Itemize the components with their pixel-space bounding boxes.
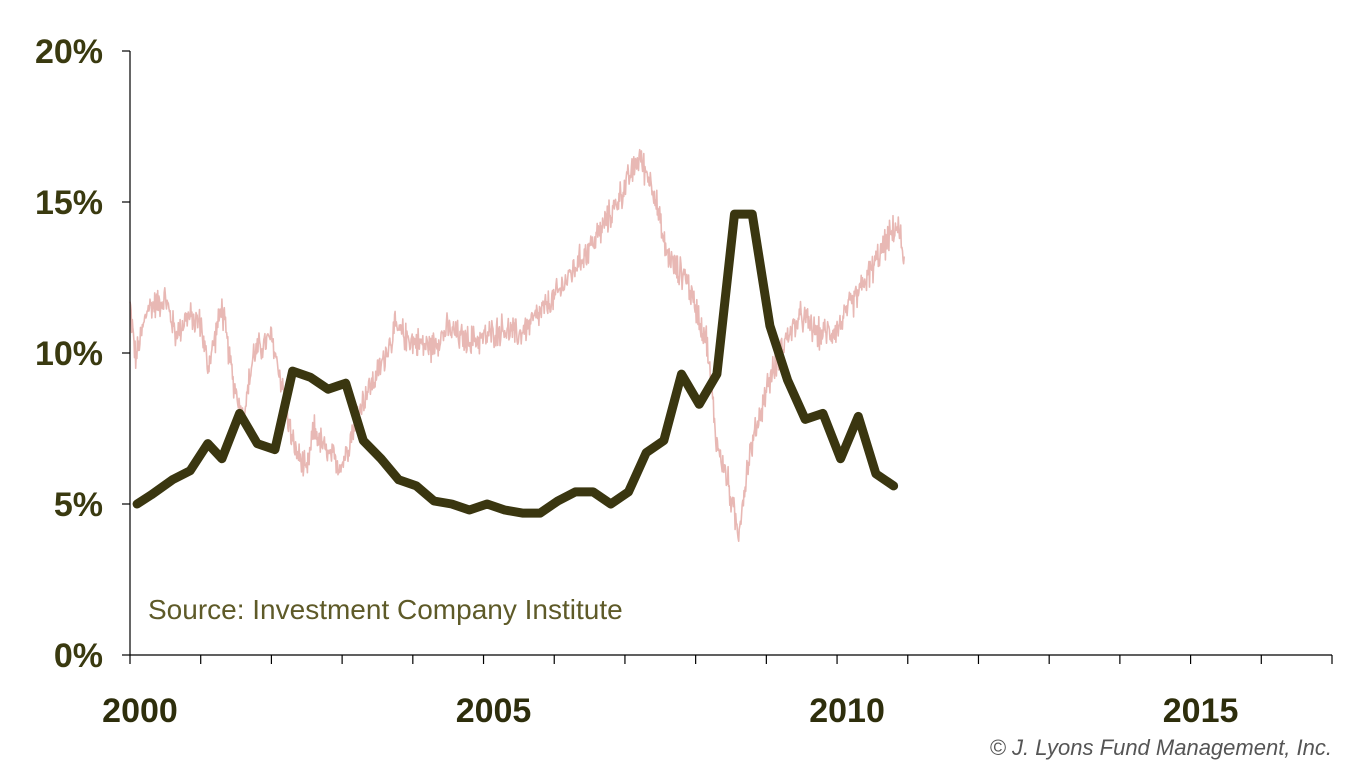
series-point	[645, 451, 648, 454]
y-tick-label: 20%	[35, 33, 103, 71]
series-point	[450, 503, 453, 505]
series-point	[768, 324, 771, 327]
series-point	[680, 373, 683, 376]
series-point	[839, 457, 842, 460]
series-point	[309, 376, 312, 379]
series-point	[220, 457, 223, 460]
y-tick-label: 10%	[35, 335, 103, 373]
series-point	[486, 503, 489, 505]
series-point	[273, 448, 276, 451]
series-point	[627, 490, 630, 493]
series-line-background	[129, 148, 905, 543]
series-point	[397, 478, 400, 481]
series-point	[733, 213, 736, 216]
series-point	[171, 478, 174, 481]
series-point	[150, 493, 153, 496]
series-point	[539, 512, 542, 515]
source-annotation: Source: Investment Company Institute	[148, 594, 623, 625]
x-tick-label: 2015	[1163, 692, 1239, 730]
x-tick-label: 2010	[809, 692, 885, 730]
series-point	[556, 500, 559, 502]
series-point	[238, 412, 241, 415]
series-point	[892, 484, 895, 487]
series-point	[574, 490, 577, 493]
y-tick-label: 15%	[35, 184, 103, 222]
y-tick-label: 5%	[54, 486, 103, 524]
series-point	[751, 213, 754, 216]
series-point	[468, 509, 471, 511]
series-point	[327, 388, 329, 391]
series-point	[698, 403, 701, 406]
copyright-notice: © J. Lyons Fund Management, Inc.	[990, 735, 1332, 760]
series-point	[256, 442, 259, 445]
series-point	[415, 484, 418, 487]
series-point	[874, 472, 877, 475]
series-point	[136, 503, 139, 505]
series-layer	[129, 148, 905, 543]
ticks	[122, 50, 1333, 664]
x-tick-label: 2000	[102, 692, 178, 730]
series-line-main	[132, 209, 899, 518]
series-point	[291, 370, 294, 373]
series-point	[857, 415, 860, 418]
series-point	[804, 418, 807, 421]
series-point	[609, 503, 612, 505]
series-point	[786, 379, 789, 382]
series-point	[503, 509, 506, 511]
x-tick-label: 2005	[456, 692, 532, 730]
y-tick-label: 0%	[54, 637, 103, 675]
series-point	[206, 442, 209, 445]
series-point	[662, 439, 665, 442]
series-point	[189, 469, 192, 472]
tick-labels: 0% 5% 10% 15% 20% 2000 2005 2010 2015	[35, 33, 1238, 730]
series-point	[521, 512, 524, 515]
series-point	[821, 412, 824, 415]
series-point	[433, 500, 435, 502]
series-point	[380, 457, 382, 460]
series-point	[592, 490, 595, 493]
axes	[129, 51, 1332, 656]
series-point	[715, 373, 718, 376]
series-point	[344, 382, 347, 385]
series-point	[362, 439, 365, 442]
